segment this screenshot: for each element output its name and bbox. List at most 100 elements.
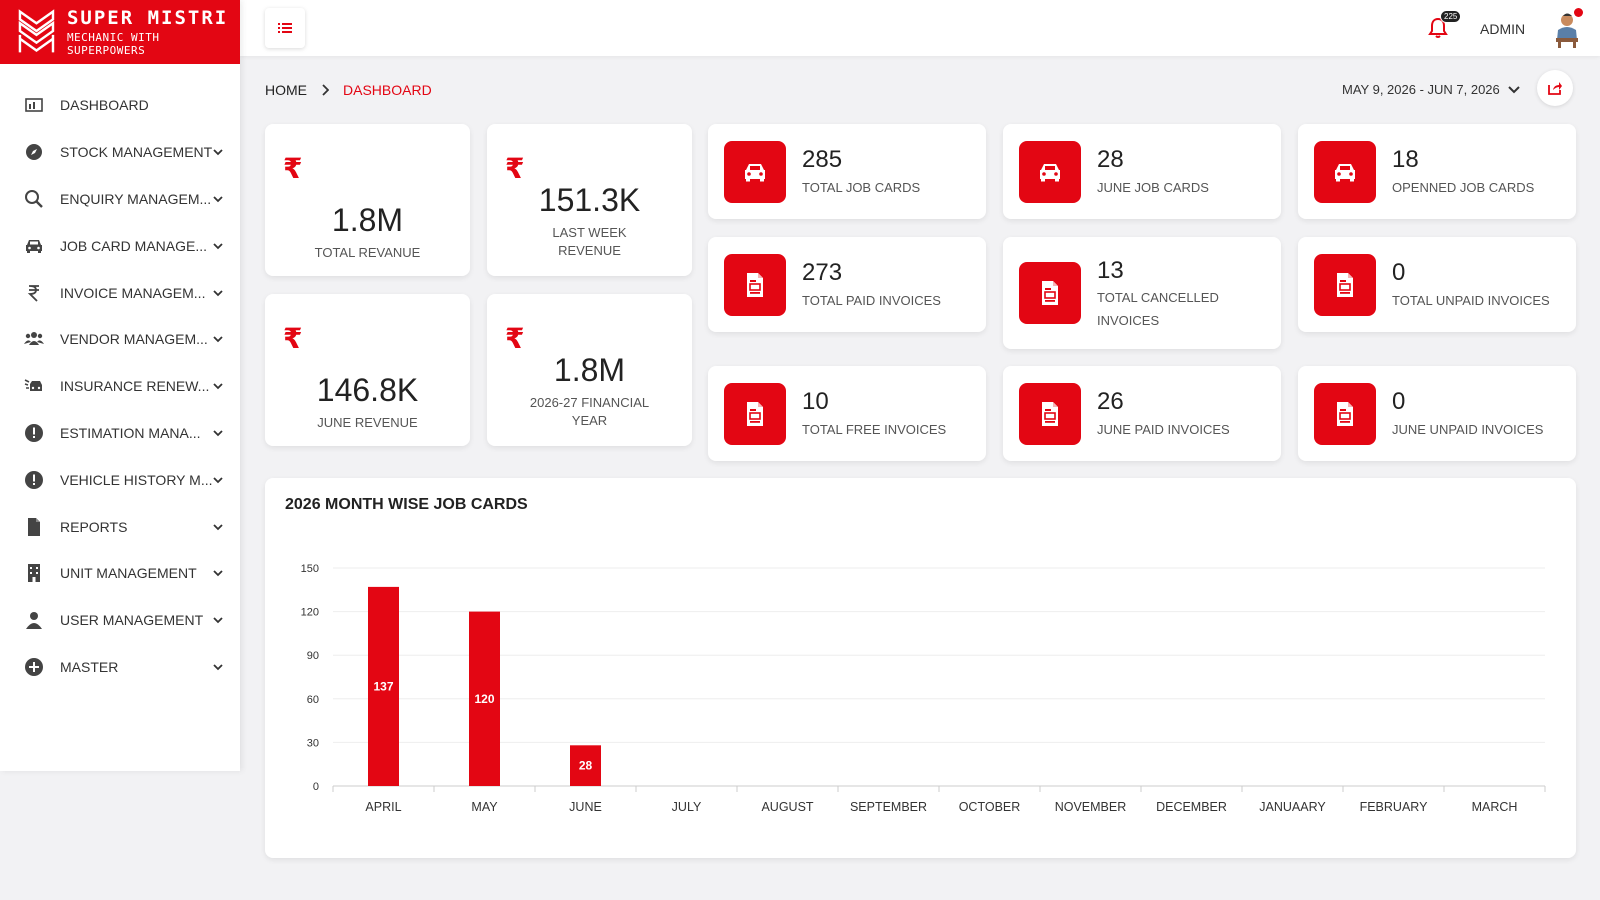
- menu-toggle-button[interactable]: [265, 8, 305, 48]
- sidebar-item-job-card-manage[interactable]: JOB CARD MANAGE...: [0, 222, 240, 269]
- topbar: 225 ADMIN: [240, 0, 1600, 56]
- brand-logo[interactable]: SUPER MISTRI MECHANIC WITH SUPERPOWERS: [0, 0, 240, 64]
- sidebar-item-user-management[interactable]: USER MANAGEMENT: [0, 597, 240, 644]
- breadcrumb-home[interactable]: HOME: [265, 82, 307, 98]
- stat-card[interactable]: 13 TOTAL CANCELLED INVOICES: [1003, 237, 1281, 349]
- stat-label: JUNE JOB CARDS: [1097, 180, 1209, 195]
- revenue-value: 151.3K: [538, 182, 641, 218]
- y-tick-label: 150: [301, 563, 319, 575]
- data-label: 120: [474, 692, 494, 706]
- export-button[interactable]: [1537, 70, 1573, 106]
- sidebar-item-stock-management[interactable]: STOCK MANAGEMENT: [0, 129, 240, 176]
- x-tick-label: OCTOBER: [959, 800, 1021, 814]
- revenue-card: ₹146.8K JUNE REVENUE: [265, 294, 470, 446]
- rupee-icon: ₹: [505, 153, 525, 184]
- stat-label: OPENNED JOB CARDS: [1392, 180, 1535, 195]
- compass-icon: [22, 142, 46, 162]
- bar-chart: 0 30 60 90 120 150 APRIL 137 MAY 120 JUNE 28 JULY AUG…: [301, 563, 1546, 814]
- revenue-card: ₹1.8M 2026-27 FINANCIAL YEAR: [487, 294, 692, 446]
- stat-card[interactable]: 285 TOTAL JOB CARDS: [708, 124, 986, 219]
- data-label: 137: [373, 679, 393, 693]
- sidebar-item-dashboard[interactable]: DASHBOARD: [0, 82, 240, 129]
- chevron-down-icon: [213, 664, 223, 671]
- sidebar-item-label: VEHICLE HISTORY M...: [60, 471, 212, 488]
- sidebar-item-label: INSURANCE RENEW...: [60, 378, 210, 395]
- y-tick-label: 60: [307, 694, 319, 706]
- chevron-down-icon: [213, 149, 223, 156]
- x-tick-label: JUNE: [569, 800, 602, 814]
- alert-circle-icon: [22, 470, 46, 490]
- chevron-down-icon: [1508, 85, 1520, 93]
- user-name[interactable]: ADMIN: [1480, 21, 1526, 37]
- stat-label: TOTAL FREE INVOICES: [802, 422, 947, 437]
- stat-label: TOTAL CANCELLED INVOICES: [1097, 290, 1219, 328]
- car-icon: [22, 236, 46, 256]
- sidebar-item-vendor-managem[interactable]: VENDOR MANAGEM...: [0, 316, 240, 363]
- stat-label: TOTAL PAID INVOICES: [802, 293, 941, 308]
- y-tick-label: 30: [307, 737, 319, 749]
- revenue-label: JUNE REVENUE: [317, 415, 418, 430]
- sidebar-item-master[interactable]: MASTER: [0, 644, 240, 691]
- x-tick-label: JANUAARY: [1259, 800, 1326, 814]
- breadcrumb: HOME DASHBOARD: [265, 82, 432, 98]
- sidebar-item-enquiry-managem[interactable]: ENQUIRY MANAGEM...: [0, 176, 240, 223]
- stat-card[interactable]: 18 OPENNED JOB CARDS: [1298, 124, 1576, 219]
- sidebar-item-label: MASTER: [60, 658, 119, 675]
- rupee-icon: [22, 283, 46, 303]
- x-tick-label: MAY: [471, 800, 498, 814]
- stat-card[interactable]: 28 JUNE JOB CARDS: [1003, 124, 1281, 219]
- data-label: 28: [579, 759, 593, 773]
- chevron-down-icon: [213, 523, 223, 530]
- revenue-value: 1.8M: [553, 352, 626, 388]
- users-icon: [22, 329, 46, 349]
- car-icon: [724, 140, 786, 203]
- x-tick-label: MARCH: [1472, 800, 1518, 814]
- sidebar-item-insurance-renew[interactable]: INSURANCE RENEW...: [0, 363, 240, 410]
- rupee-icon: ₹: [283, 153, 303, 184]
- revenue-value: 146.8K: [316, 372, 419, 408]
- sidebar-item-label: DASHBOARD: [60, 97, 149, 114]
- x-tick-label: DECEMBER: [1156, 800, 1227, 814]
- revenue-label: TOTAL REVANUE: [314, 245, 421, 260]
- x-tick-label: FEBRUARY: [1360, 800, 1429, 814]
- logo-mark-icon: [18, 9, 55, 53]
- stat-value: 18: [1392, 146, 1419, 173]
- y-tick-label: 0: [313, 781, 319, 793]
- revenue-value: 1.8M: [331, 202, 404, 238]
- stat-label: JUNE PAID INVOICES: [1097, 422, 1230, 437]
- revenue-card: ₹151.3K LAST WEEK REVENUE: [487, 124, 692, 276]
- brand-title: SUPER MISTRI: [66, 7, 229, 29]
- stat-card[interactable]: 26 JUNE PAID INVOICES: [1003, 366, 1281, 461]
- bar: [570, 745, 601, 786]
- sidebar-item-estimation-mana[interactable]: ESTIMATION MANA...: [0, 410, 240, 457]
- stat-card[interactable]: 0 TOTAL UNPAID INVOICES: [1298, 237, 1576, 332]
- chevron-down-icon: [213, 196, 223, 203]
- sidebar-item-invoice-managem[interactable]: INVOICE MANAGEM...: [0, 269, 240, 316]
- invoice-icon: [724, 382, 786, 445]
- sidebar: SUPER MISTRI MECHANIC WITH SUPERPOWERS D…: [0, 0, 240, 771]
- sidebar-item-reports[interactable]: REPORTS: [0, 503, 240, 550]
- stat-value: 26: [1097, 388, 1124, 415]
- avatar[interactable]: [1550, 10, 1584, 48]
- sidebar-item-vehicle-history-m[interactable]: VEHICLE HISTORY M...: [0, 456, 240, 503]
- sidebar-item-unit-management[interactable]: UNIT MANAGEMENT: [0, 550, 240, 597]
- car-crash-icon: [22, 376, 46, 396]
- revenue-label: LAST WEEK REVENUE: [552, 225, 627, 258]
- stat-card[interactable]: 273 TOTAL PAID INVOICES: [708, 237, 986, 332]
- stat-value: 13: [1097, 257, 1124, 284]
- chevron-right-icon: [322, 84, 329, 96]
- stat-value: 0: [1392, 259, 1406, 286]
- date-range-picker[interactable]: MAY 9, 2026 - JUN 7, 2026: [1342, 82, 1520, 97]
- stat-label: TOTAL JOB CARDS: [802, 180, 921, 195]
- list-icon: [278, 23, 292, 33]
- invoice-icon: [724, 253, 786, 316]
- stat-card[interactable]: 10 TOTAL FREE INVOICES: [708, 366, 986, 461]
- bar: [469, 611, 500, 786]
- rupee-icon: ₹: [505, 323, 525, 354]
- sidebar-item-label: ESTIMATION MANA...: [60, 424, 201, 441]
- stat-card[interactable]: 0 JUNE UNPAID INVOICES: [1298, 366, 1576, 461]
- revenue-label: 2026-27 FINANCIAL YEAR: [529, 395, 650, 428]
- chevron-down-icon: [213, 430, 223, 437]
- x-tick-label: APRIL: [365, 800, 401, 814]
- stat-value: 0: [1392, 388, 1406, 415]
